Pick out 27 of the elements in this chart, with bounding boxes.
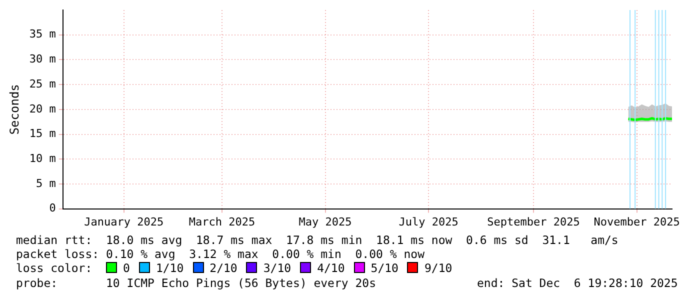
x-tick-label: September 2025 <box>487 215 580 228</box>
legend-title: loss color: <box>16 261 94 275</box>
text: packet loss: 0.10 % avg 3.12 % max 0.00 % min 0.00 % now <box>16 247 424 262</box>
text: median rtt: 18.0 ms avg 18.7 ms max 17.8 ms min 18.1 ms now 0.6 ms sd 31.1 am/s <box>16 233 618 248</box>
y-tick-label: 10 m <box>29 152 56 165</box>
y-tick-label: 15 m <box>29 127 56 140</box>
x-tick-label: January 2025 <box>84 215 164 228</box>
text: probe: 10 ICMP Echo Pings (56 Bytes) every 20s <box>16 276 376 290</box>
legend-label: 4/10 <box>317 261 345 275</box>
legend-label: 9/10 <box>424 261 452 275</box>
x-tick-label: March 2025 <box>188 215 256 228</box>
legend-label: 2/10 <box>210 261 238 275</box>
y-tick-label: 30 m <box>29 52 56 66</box>
y-tick-label: 35 m <box>29 28 56 41</box>
y-tick-label: 20 m <box>29 102 56 116</box>
y-tick-label: 25 m <box>29 77 56 90</box>
legend-label: 1/10 <box>156 261 184 275</box>
legend-label: 3/10 <box>263 261 292 275</box>
legend-label: 0 <box>123 261 130 275</box>
y-axis-title: Seconds <box>7 84 22 135</box>
text: end: Sat Dec 6 19:28:10 2025 <box>477 276 678 290</box>
legend-label: 5/10 <box>370 261 398 275</box>
y-tick-label: 5 m <box>36 176 56 190</box>
y-tick-label: 0 <box>49 202 56 215</box>
x-tick-label: July 2025 <box>398 215 458 228</box>
x-tick-label: November 2025 <box>594 215 680 228</box>
x-tick-label: May 2025 <box>298 215 352 228</box>
